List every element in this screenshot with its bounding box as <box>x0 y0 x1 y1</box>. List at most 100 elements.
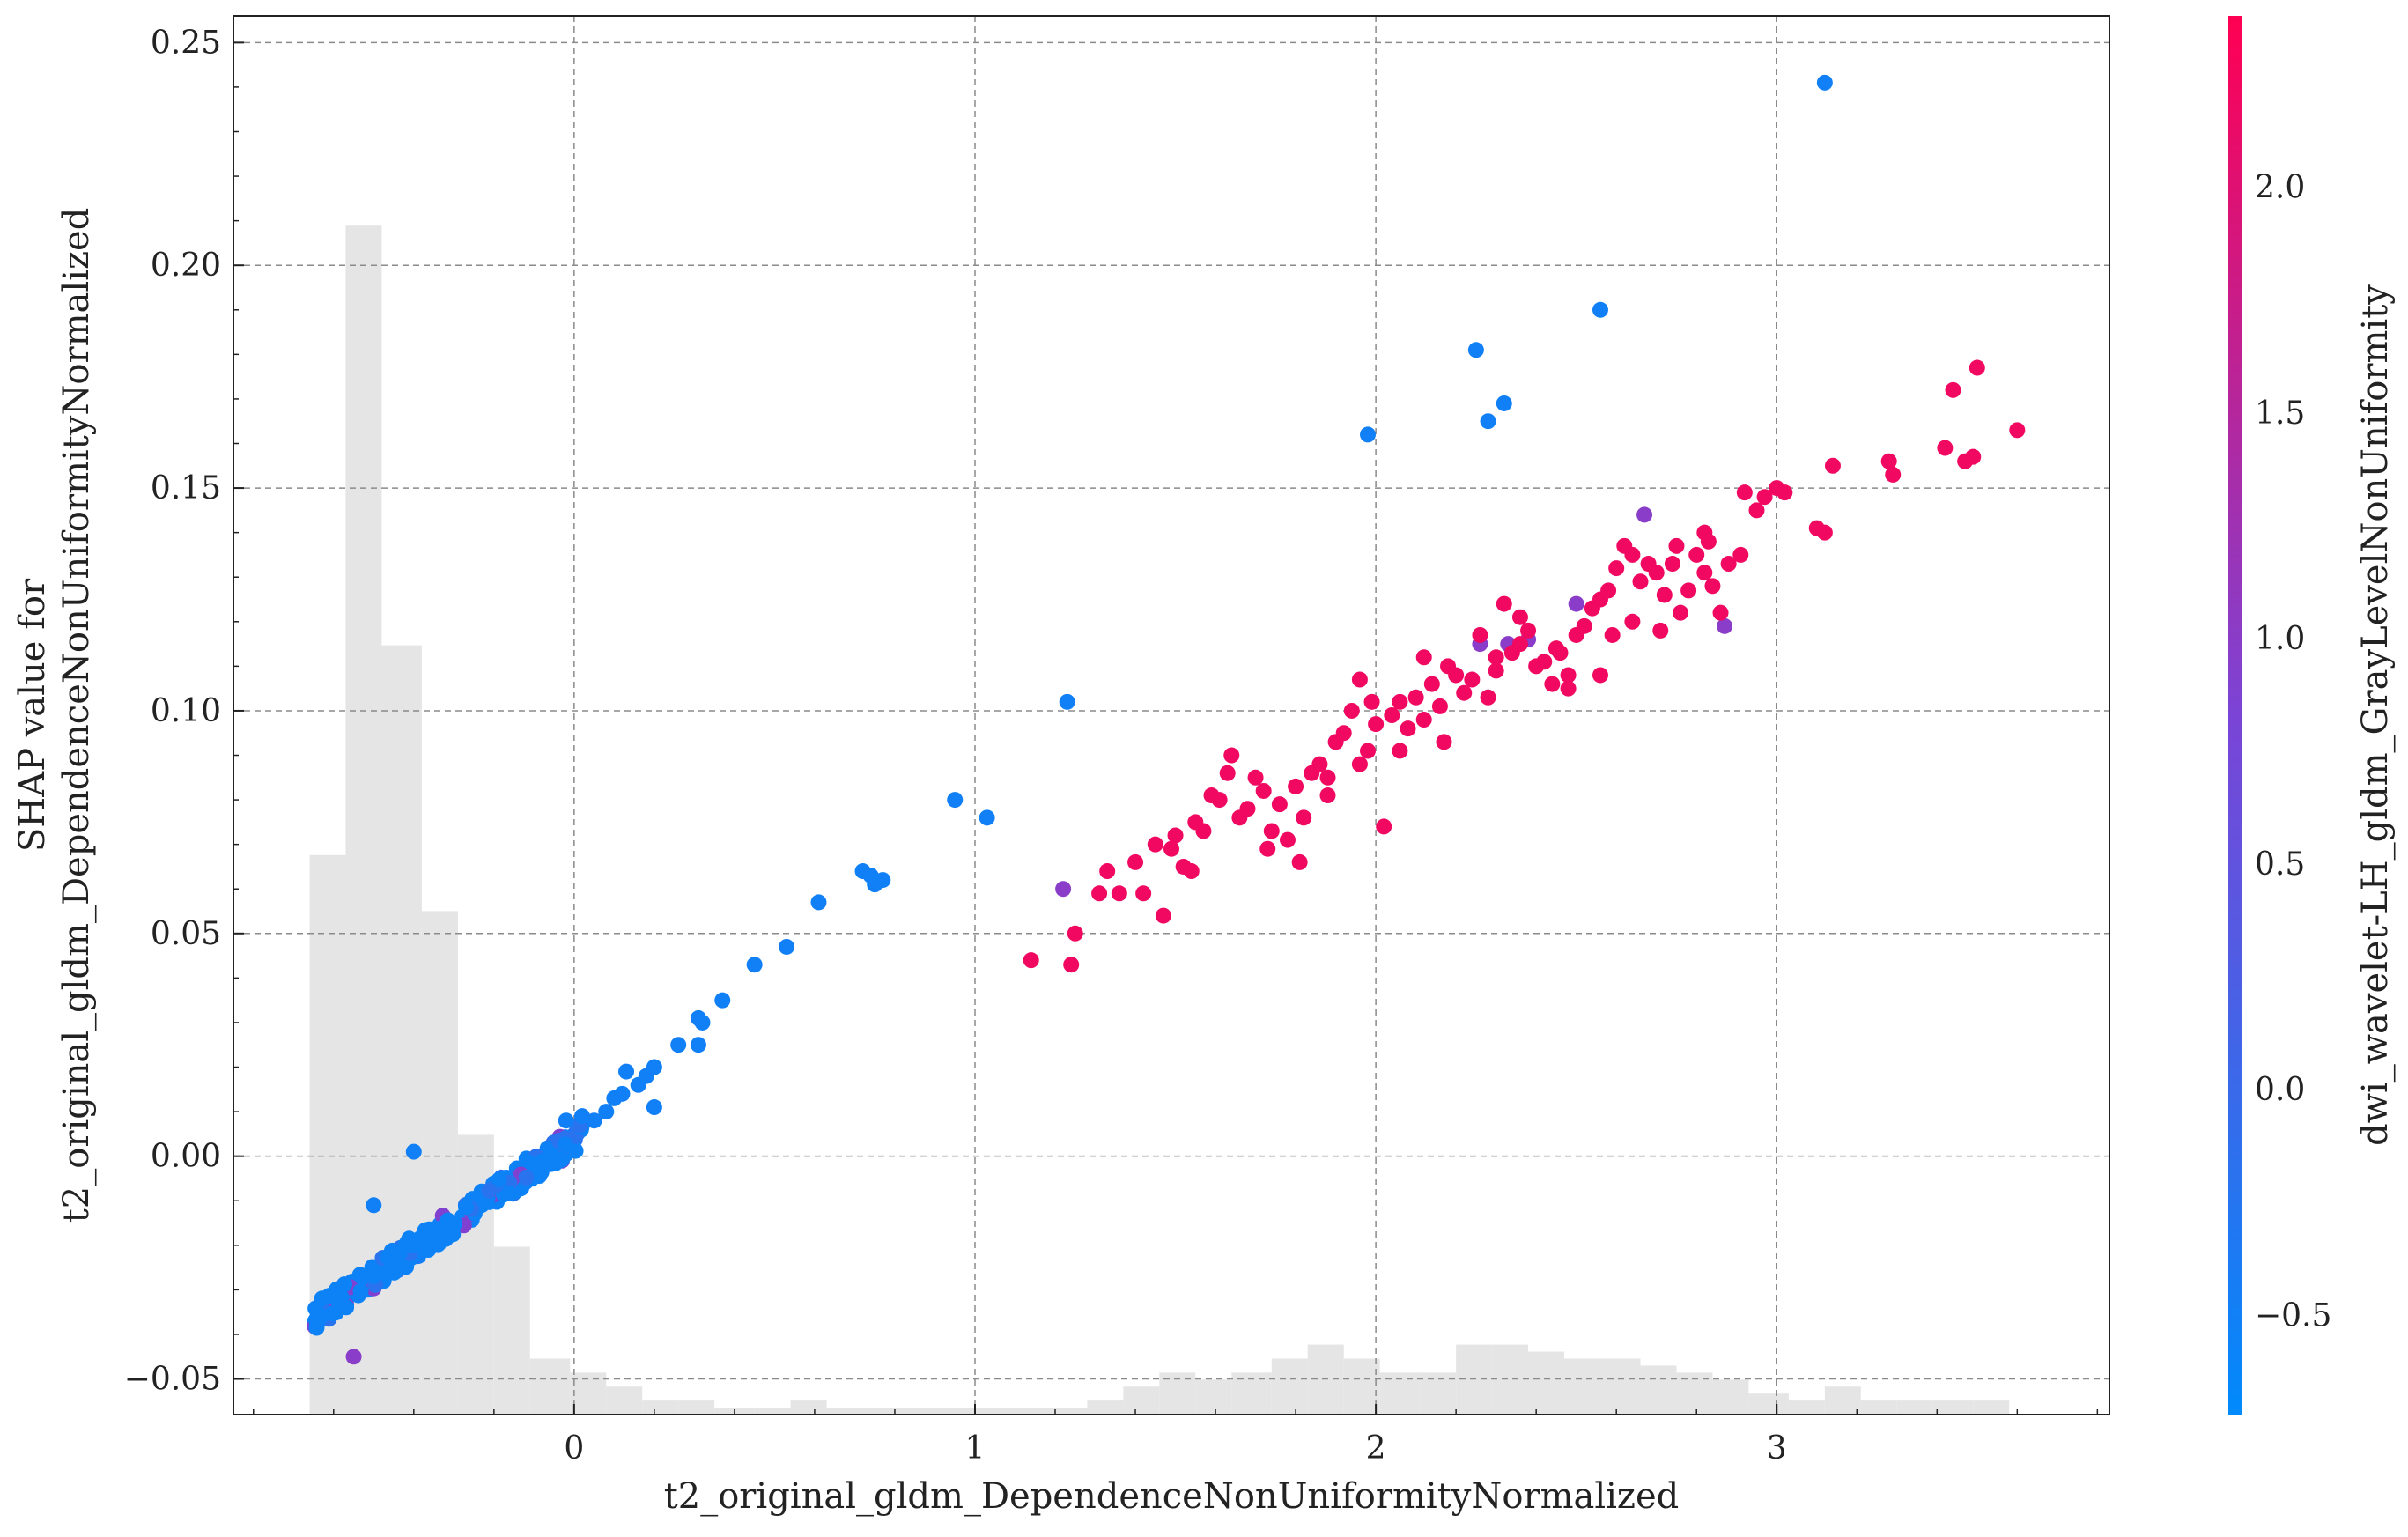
histogram-bar <box>790 1400 827 1415</box>
x-axis-label: t2_original_gldm_DependenceNonUniformity… <box>664 1476 1680 1517</box>
scatter-point <box>1480 689 1496 706</box>
scatter-point <box>380 1249 396 1266</box>
scatter-point <box>746 957 763 973</box>
scatter-point <box>1319 787 1336 804</box>
scatter-point <box>1099 863 1116 880</box>
scatter-point <box>1488 662 1504 679</box>
histogram-bar <box>1712 1379 1749 1415</box>
scatter-point <box>1712 604 1729 621</box>
scatter-point <box>1885 466 1902 483</box>
histogram-bar <box>457 1134 494 1415</box>
scatter-point <box>1195 823 1212 839</box>
scatter-point <box>646 1099 662 1116</box>
scatter-point <box>1063 957 1080 973</box>
scatter-point <box>1636 506 1653 523</box>
histogram-bar <box>1343 1358 1380 1415</box>
scatter-point <box>1311 756 1328 772</box>
scatter-point <box>1263 823 1280 839</box>
scatter-point <box>1279 831 1296 848</box>
grid <box>233 16 2109 1415</box>
scatter-point <box>1536 654 1553 670</box>
scatter-point <box>1376 818 1392 835</box>
scatter-point <box>1407 689 1424 706</box>
scatter-point <box>1167 827 1184 844</box>
scatter-point <box>1965 448 1982 465</box>
scatter-point <box>481 1182 498 1199</box>
scatter-point <box>336 1276 353 1293</box>
histogram-bar <box>1087 1400 1124 1415</box>
scatter-point <box>779 938 795 955</box>
scatter-point <box>690 1009 706 1026</box>
scatter-point <box>1247 769 1264 786</box>
histogram-bar <box>1307 1344 1344 1415</box>
scatter-point <box>1259 840 1276 857</box>
scatter-point <box>947 792 964 809</box>
scatter-point <box>1736 484 1753 501</box>
scatter-point <box>1624 546 1641 563</box>
histogram-bar <box>1896 1400 1933 1415</box>
x-tick-label: 0 <box>564 1430 584 1467</box>
scatter-point <box>345 1349 362 1365</box>
scatter-point <box>1183 863 1200 880</box>
colorbar-tick-label: 0.5 <box>2255 846 2305 883</box>
histogram-bar <box>1492 1344 1529 1415</box>
plot-frame <box>233 15 2110 1415</box>
scatter-point <box>1335 725 1352 742</box>
y-axis-label-line2: t2_original_gldm_DependenceNonUniformity… <box>56 208 97 1223</box>
histogram-bar <box>381 645 422 1415</box>
colorbar-ticks: −0.5 0.0 0.5 1.0 1.5 2.0 <box>2255 170 2331 1334</box>
scatter-point <box>431 1221 447 1238</box>
scatter-point <box>1656 587 1673 603</box>
scatter-point <box>1368 716 1385 733</box>
histogram-bar <box>1010 1408 1047 1415</box>
scatter-point <box>1448 667 1465 684</box>
histogram-bar <box>1824 1386 1861 1415</box>
histogram-bar <box>1932 1400 1974 1415</box>
scatter-point <box>670 1037 687 1053</box>
scatter-point <box>1472 626 1488 643</box>
scatter-point <box>458 1199 475 1216</box>
scatter-point <box>1568 595 1584 612</box>
scatter-point <box>1423 676 1440 692</box>
histogram-bar <box>826 1408 863 1415</box>
histogram-bar <box>678 1400 715 1415</box>
scatter-point <box>1291 853 1308 870</box>
scatter-point <box>1480 413 1496 430</box>
y-tick-label: 0.00 <box>151 1139 221 1175</box>
scatter-point <box>1704 578 1721 595</box>
y-tick-label: 0.05 <box>151 916 221 952</box>
histogram-bar <box>1860 1400 1897 1415</box>
scatter-point <box>1239 801 1256 817</box>
colorbar-tick-label: −0.5 <box>2255 1297 2331 1334</box>
histogram-bar <box>1788 1400 1825 1415</box>
scatter-point <box>598 1104 615 1120</box>
histogram-bar <box>570 1372 607 1415</box>
scatter-point <box>1880 453 1897 469</box>
feature-histogram <box>309 225 2010 1415</box>
scatter-point <box>1211 792 1228 809</box>
colorbar-label: dwi_wavelet-LH_gldm_GrayLevelNonUniformi… <box>2355 284 2396 1146</box>
histogram-bar <box>1159 1372 1196 1415</box>
scatter-point <box>1520 622 1537 639</box>
scatter-point <box>1816 74 1833 91</box>
scatter-point <box>1288 778 1304 794</box>
x-tick-label: 3 <box>1767 1430 1787 1467</box>
histogram-bar <box>1973 1400 2010 1415</box>
histogram-bar <box>862 1408 899 1415</box>
scatter-point <box>867 876 883 893</box>
scatter-point <box>1155 907 1171 924</box>
scatter-point <box>1351 756 1368 772</box>
histogram-bar <box>898 1408 940 1415</box>
histogram-bar <box>1231 1372 1272 1415</box>
scatter-point <box>557 1136 573 1153</box>
scatter-point <box>1969 359 1985 376</box>
scatter-point <box>979 809 995 826</box>
scatter-point <box>690 1037 706 1053</box>
scatter-point <box>1456 684 1473 701</box>
histogram-bar <box>1564 1358 1605 1415</box>
scatter-point <box>1696 565 1713 581</box>
colorbar-tick-label: 0.0 <box>2255 1072 2305 1108</box>
scatter-point <box>1431 698 1448 714</box>
y-tick-label: 0.10 <box>151 693 221 729</box>
